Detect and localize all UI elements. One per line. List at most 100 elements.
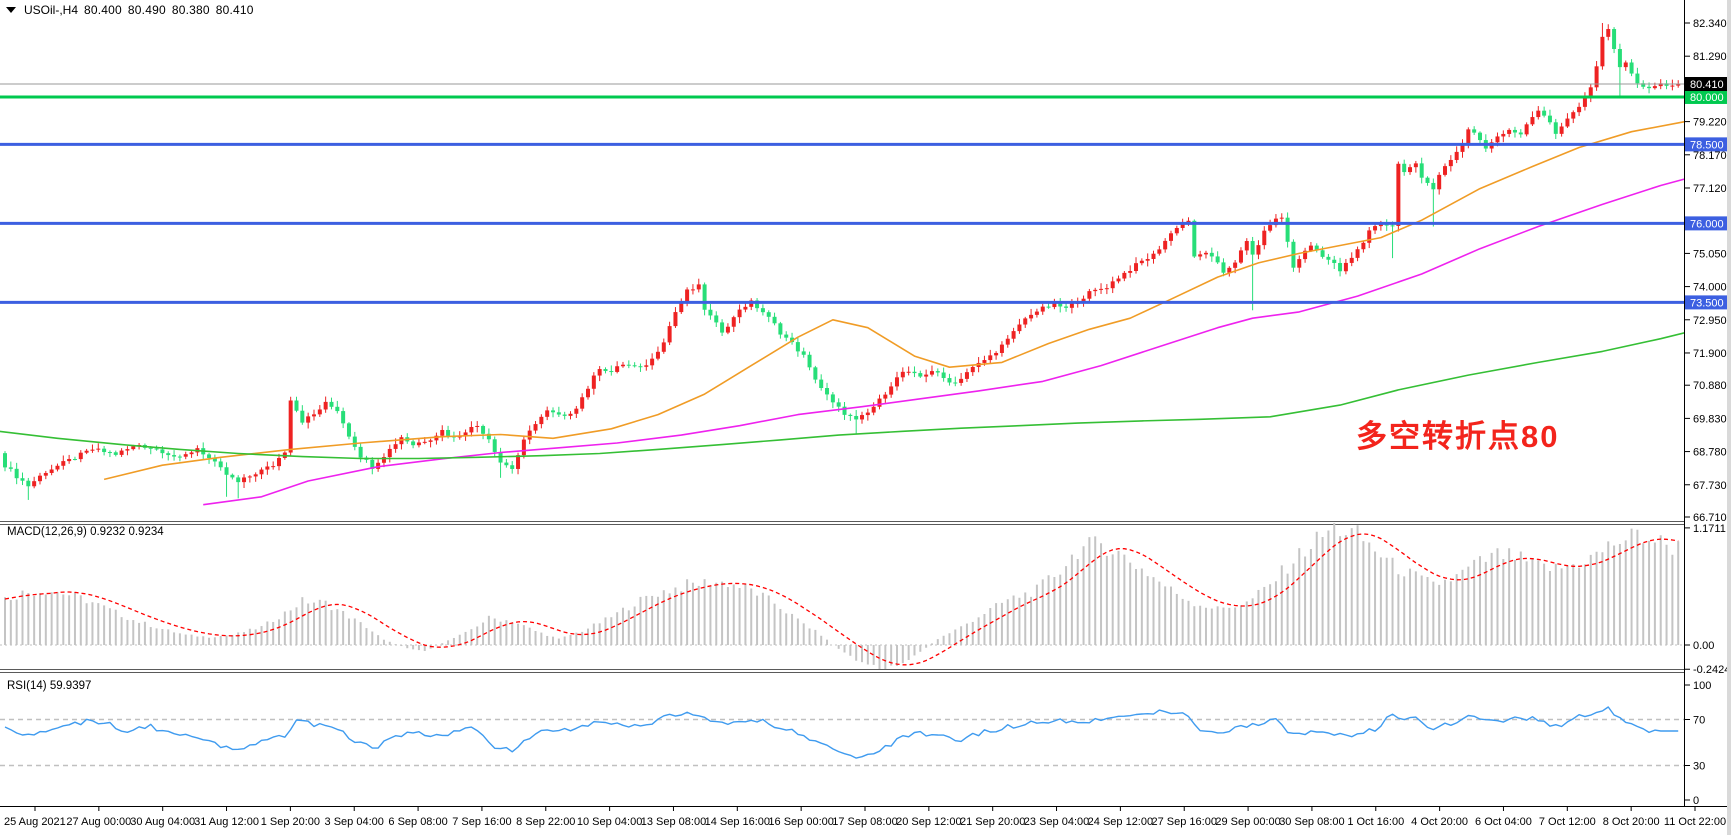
- candle-body: [941, 372, 946, 379]
- candle: [1303, 247, 1308, 263]
- candle-body: [731, 317, 736, 327]
- candle: [690, 284, 695, 295]
- candle-body: [1524, 124, 1529, 135]
- candle-body: [346, 423, 351, 437]
- candle-body: [644, 365, 649, 367]
- candle: [935, 368, 940, 377]
- candle-body: [912, 371, 917, 374]
- rsi-panel[interactable]: [0, 669, 1731, 767]
- time-axis[interactable]: 25 Aug 2021 27 Aug 00:00 30 Aug 04:00 31 Au…: [0, 806, 1731, 835]
- candle: [370, 457, 375, 475]
- candle: [620, 361, 625, 368]
- candle-body: [696, 284, 701, 290]
- candle-body: [883, 394, 888, 399]
- candle-body: [1367, 230, 1372, 243]
- candle-body: [428, 440, 433, 442]
- candle-body: [1647, 86, 1652, 89]
- candle-body: [43, 472, 48, 476]
- candle: [1087, 288, 1092, 303]
- candle: [941, 367, 946, 382]
- macd-panel[interactable]: [0, 521, 1731, 670]
- main-price-panel[interactable]: [0, 0, 1726, 806]
- candle-body: [265, 466, 270, 470]
- candle-body: [49, 469, 54, 473]
- candle: [1093, 287, 1098, 297]
- candle-body: [860, 415, 865, 420]
- candle-body: [1215, 256, 1220, 263]
- candle-body: [1093, 289, 1098, 292]
- window-edge: [1727, 0, 1731, 835]
- candle-body: [1373, 226, 1378, 231]
- candle: [1349, 252, 1354, 267]
- candle-body: [545, 410, 550, 417]
- candle: [1064, 302, 1069, 312]
- candle: [568, 411, 573, 420]
- candle: [317, 405, 322, 417]
- candle: [650, 353, 655, 370]
- candle-body: [1145, 259, 1150, 261]
- candle-body: [1297, 259, 1302, 268]
- price-tick-label: 66.710: [1693, 512, 1727, 524]
- annotation-text[interactable]: 多空转折点80: [1356, 419, 1560, 454]
- candle-body: [26, 480, 31, 487]
- candle: [551, 407, 556, 418]
- candle: [1023, 316, 1028, 328]
- candle-body: [1110, 281, 1115, 289]
- candle: [335, 400, 340, 414]
- candle-body: [1116, 278, 1121, 282]
- candle-body: [1011, 331, 1016, 339]
- candle-body: [311, 414, 316, 417]
- candle-body: [370, 459, 375, 469]
- candle-body: [1431, 182, 1436, 190]
- candle: [970, 364, 975, 376]
- candle-body: [381, 457, 386, 463]
- candle: [999, 341, 1004, 357]
- level-badge-78.500: 78.500: [1690, 139, 1724, 151]
- candle-body: [1343, 262, 1348, 272]
- candle-body: [1559, 126, 1564, 134]
- candle-body: [906, 371, 911, 373]
- symbol-dropdown-icon[interactable]: [6, 7, 16, 13]
- candle-body: [1040, 306, 1045, 312]
- candle-body: [148, 447, 153, 449]
- candle: [1670, 79, 1675, 91]
- candle: [1128, 265, 1133, 278]
- candle: [533, 421, 538, 434]
- candle: [964, 368, 969, 382]
- candle-body: [1349, 257, 1354, 263]
- level-badge-73.500-bg: [1685, 295, 1728, 310]
- candle: [586, 385, 590, 400]
- candle-body: [1600, 36, 1605, 67]
- candle: [1367, 227, 1372, 249]
- candle-body: [830, 394, 835, 403]
- candle: [37, 472, 42, 485]
- candle: [1017, 318, 1022, 334]
- candle-body: [970, 366, 975, 373]
- candle-body: [247, 476, 252, 478]
- candle: [1256, 240, 1261, 260]
- candle: [475, 421, 480, 433]
- candle: [1431, 178, 1436, 227]
- candle: [1029, 308, 1034, 322]
- candle-body: [778, 323, 783, 335]
- price-axis[interactable]: 82.340 81.290 79.220 78.170 77.120 75.050 74.0…: [1684, 0, 1731, 835]
- candle-body: [848, 414, 853, 416]
- candle: [860, 411, 865, 424]
- candle-body: [871, 406, 876, 413]
- candle: [1425, 176, 1430, 186]
- candle-body: [521, 439, 526, 456]
- candle: [1134, 257, 1139, 274]
- macd-tick-label: 1.1711: [1693, 523, 1726, 535]
- candle-body: [551, 410, 556, 413]
- candle-body: [37, 475, 42, 482]
- candle-body: [632, 365, 637, 367]
- candle: [1582, 92, 1587, 111]
- candle-body: [562, 414, 567, 416]
- candle-body: [78, 452, 83, 460]
- candle-body: [1577, 106, 1582, 113]
- candle-body: [475, 425, 480, 427]
- price-tick-label: 71.900: [1693, 348, 1727, 360]
- candle: [889, 382, 894, 398]
- candle-body: [1542, 110, 1547, 116]
